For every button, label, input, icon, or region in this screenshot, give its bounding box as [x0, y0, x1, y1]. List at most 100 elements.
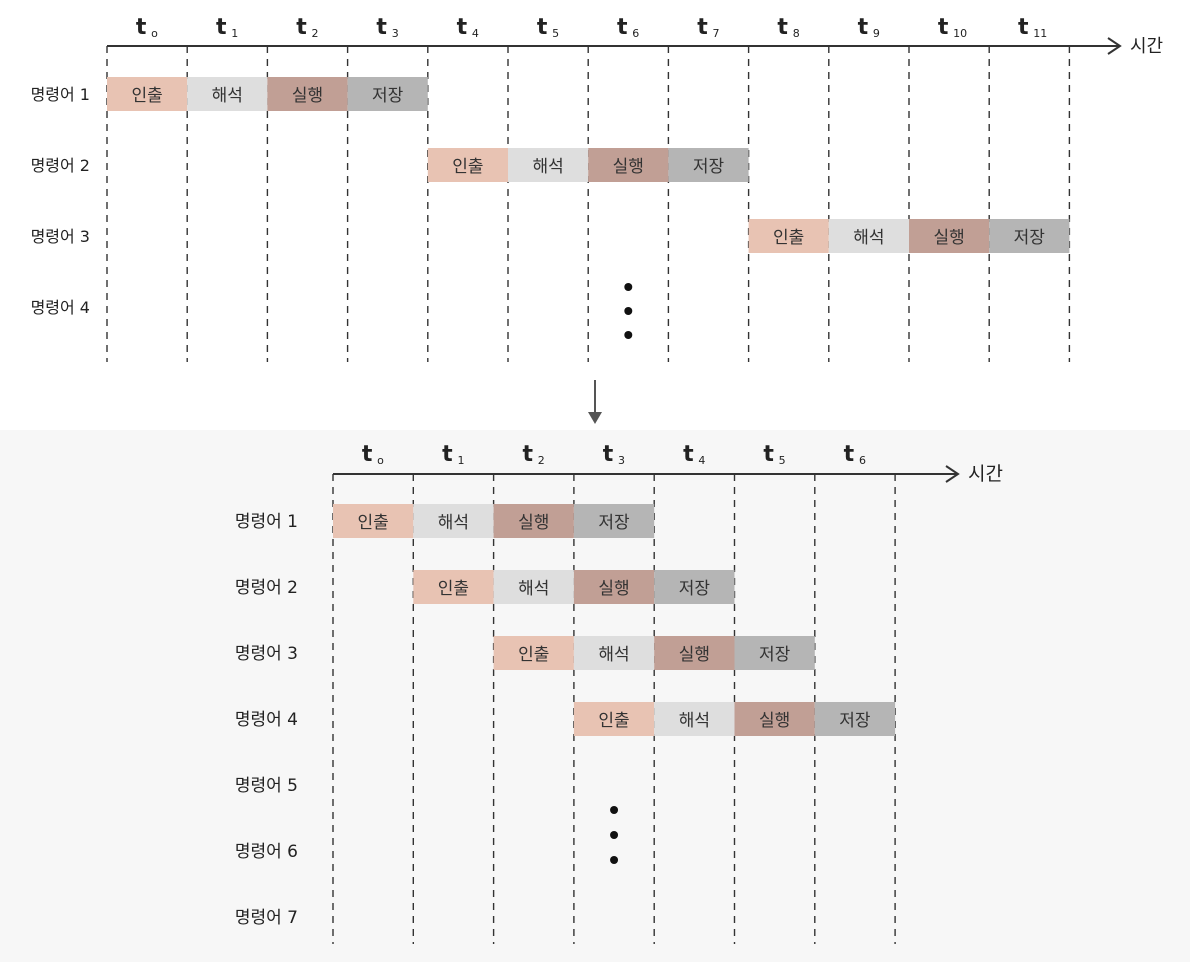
stage-box-decode [508, 148, 589, 182]
tick-subscript: 4 [472, 27, 479, 40]
tick-subscript: 1 [231, 27, 238, 40]
tick-label: t [457, 15, 468, 40]
stage-label-store: 저장 [598, 513, 630, 533]
stage-box-fetch [413, 570, 494, 604]
row-label: 명령어 3 [31, 227, 90, 246]
pipelined-diagram: 시간 t o t 1 t 2 t 3 t 4 t 5 t 6 명령어 1 명령어 2 명령어 3 명령어 4 명령어 … [0, 430, 1190, 962]
tick-label: t [617, 15, 628, 40]
stage-box-store [347, 77, 428, 111]
tick-label: t [442, 442, 453, 467]
stage-box-execute [493, 504, 574, 538]
tick-subscript: 9 [873, 27, 880, 40]
stage-box-execute [654, 636, 735, 670]
row-label: 명령어 1 [235, 512, 298, 532]
stage-label-execute: 실행 [933, 228, 964, 248]
tick-subscript: 5 [552, 27, 559, 40]
stage-label-fetch: 인출 [452, 157, 483, 177]
tick-subscript: o [151, 27, 158, 40]
tick-subscript: 4 [698, 454, 705, 467]
stage-label-store: 저장 [693, 157, 725, 177]
down-arrow-head [588, 412, 602, 424]
time-axis-label: 시간 [968, 463, 1003, 485]
ellipsis-dot [610, 831, 619, 839]
stage-box-fetch [107, 77, 188, 111]
ellipsis-dot [624, 331, 633, 339]
stage-label-fetch: 인출 [518, 645, 549, 665]
row-label: 명령어 4 [31, 298, 90, 317]
tick-subscript: 6 [859, 454, 866, 467]
tick-label: t [777, 15, 788, 40]
tick-label: t [697, 15, 708, 40]
tick-label: t [136, 15, 147, 40]
time-axis-arrowhead [1107, 37, 1122, 55]
tick-subscript: 11 [1033, 27, 1047, 40]
stage-box-execute [909, 219, 990, 253]
tick-subscript: o [377, 454, 384, 467]
stage-label-execute: 실행 [292, 86, 323, 106]
stage-label-fetch: 인출 [131, 86, 162, 106]
stage-box-fetch [573, 702, 655, 736]
stage-label-fetch: 인출 [438, 579, 469, 599]
time-axis-label: 시간 [1130, 36, 1163, 57]
tick-subscript: 2 [538, 454, 545, 467]
ellipsis-dot [624, 307, 633, 315]
tick-label: t [522, 442, 533, 467]
row-label: 명령어 2 [31, 156, 90, 175]
tick-subscript: 3 [392, 27, 399, 40]
tick-label: t [537, 15, 548, 40]
tick-subscript: 10 [953, 27, 967, 40]
stage-box-fetch [427, 148, 508, 182]
stage-label-execute: 실행 [759, 711, 790, 731]
stage-label-fetch: 인출 [358, 513, 389, 533]
tick-subscript: 5 [779, 454, 786, 467]
ellipsis-dot [610, 856, 619, 864]
tick-subscript: 7 [713, 27, 720, 40]
stage-box-store [654, 570, 735, 604]
stage-label-store: 저장 [839, 711, 871, 731]
stage-box-execute [267, 77, 348, 111]
stage-label-decode: 해석 [532, 157, 563, 177]
stage-box-decode [493, 570, 574, 604]
ellipsis-dot [624, 283, 633, 291]
stage-box-store [814, 702, 896, 736]
stage-label-decode: 해석 [438, 513, 469, 533]
row-label: 명령어 3 [235, 644, 298, 664]
tick-label: t [858, 15, 869, 40]
tick-label: t [683, 442, 694, 467]
stage-label-execute: 실행 [518, 513, 549, 533]
tick-subscript: 3 [618, 454, 625, 467]
tick-label: t [763, 442, 774, 467]
row-label: 명령어 4 [235, 710, 298, 730]
time-axis-arrowhead [945, 465, 960, 483]
stage-label-decode: 해석 [518, 579, 549, 599]
stage-box-decode [573, 636, 655, 670]
stage-box-fetch [748, 219, 829, 253]
tick-subscript: 6 [632, 27, 639, 40]
row-label: 명령어 7 [235, 908, 298, 928]
stage-label-decode: 해석 [679, 711, 710, 731]
stage-label-fetch: 인출 [598, 711, 629, 731]
tick-label: t [938, 15, 949, 40]
stage-label-store: 저장 [372, 86, 404, 106]
stage-box-store [734, 636, 815, 670]
stage-box-decode [654, 702, 735, 736]
stage-box-decode [413, 504, 494, 538]
stage-label-fetch: 인출 [773, 228, 804, 248]
row-label: 명령어 5 [235, 776, 298, 796]
ellipsis-dot [610, 806, 619, 814]
tick-label: t [376, 15, 387, 40]
stage-label-decode: 해석 [853, 228, 884, 248]
row-label: 명령어 1 [31, 85, 90, 104]
stage-box-execute [573, 570, 655, 604]
transition-arrow [588, 380, 602, 424]
tick-subscript: 2 [312, 27, 319, 40]
tick-subscript: 8 [793, 27, 800, 40]
stage-box-execute [734, 702, 815, 736]
stage-box-fetch [333, 504, 414, 538]
stage-label-execute: 실행 [598, 579, 629, 599]
tick-label: t [296, 15, 307, 40]
stage-box-store [989, 219, 1070, 253]
